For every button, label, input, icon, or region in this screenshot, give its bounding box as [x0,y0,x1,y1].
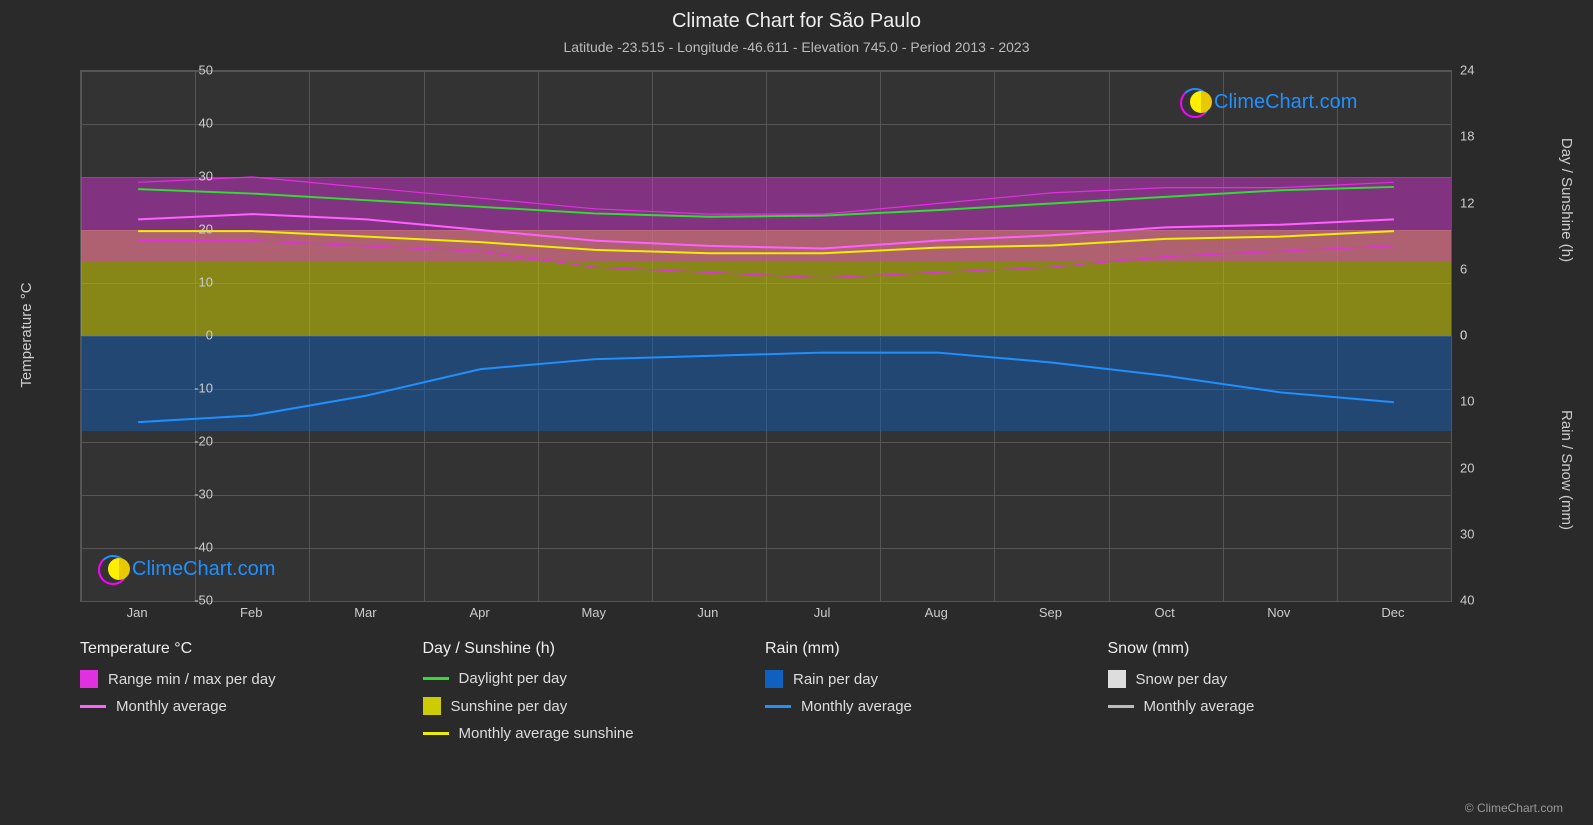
legend-item: Rain per day [765,670,1088,688]
grid-line-v [1451,71,1452,601]
x-tick-month: Mar [354,605,376,620]
watermark-top-right: ClimeChart.com [1180,88,1357,116]
chart-title: Climate Chart for São Paulo [0,0,1593,33]
y-tick-left: 50 [163,63,213,78]
legend: Temperature °C Range min / max per day Mon… [80,640,1450,752]
climechart-logo-icon [98,555,126,583]
x-tick-month: Dec [1381,605,1404,620]
legend-swatch-icon [1108,670,1126,688]
legend-label: Monthly average [801,698,912,715]
legend-label: Monthly average [1144,698,1255,715]
legend-item: Monthly average [80,698,403,715]
y-tick-left: -30 [163,487,213,502]
legend-column: Snow (mm) Snow per day Monthly average [1108,640,1451,752]
legend-item: Snow per day [1108,670,1431,688]
y-tick-right-top: 12 [1460,195,1500,210]
y-tick-right-bottom: 10 [1460,394,1500,409]
x-tick-month: Nov [1267,605,1290,620]
legend-heading: Rain (mm) [765,640,1088,658]
chart-subtitle: Latitude -23.515 - Longitude -46.611 - E… [0,33,1593,55]
y-tick-right-bottom: 20 [1460,460,1500,475]
y-tick-left: -40 [163,540,213,555]
watermark-bottom-left: ClimeChart.com [98,555,275,583]
y-tick-left: -50 [163,593,213,608]
legend-label: Monthly average sunshine [459,725,634,742]
legend-column: Temperature °C Range min / max per day Mon… [80,640,423,752]
y-tick-right-top: 6 [1460,261,1500,276]
legend-line-icon [1108,705,1134,708]
legend-swatch-icon [765,670,783,688]
legend-item: Daylight per day [423,670,746,687]
legend-item: Monthly average sunshine [423,725,746,742]
legend-line-icon [80,705,106,708]
y-tick-left: -10 [163,381,213,396]
climechart-logo-icon [1180,88,1208,116]
y-tick-left: 40 [163,116,213,131]
legend-swatch-icon [80,670,98,688]
legend-line-icon [423,677,449,680]
temp-range-band [81,177,1451,262]
x-tick-month: Sep [1039,605,1062,620]
y-axis-right-top-title: Day / Sunshine (h) [1558,138,1575,262]
legend-item: Range min / max per day [80,670,403,688]
grid-line-h [81,601,1451,602]
x-tick-month: Feb [240,605,262,620]
legend-line-icon [423,732,449,735]
copyright-text: © ClimeChart.com [1465,801,1563,815]
legend-heading: Day / Sunshine (h) [423,640,746,658]
legend-item: Monthly average [765,698,1088,715]
plot-area [80,70,1452,602]
y-axis-left-title: Temperature °C [18,282,35,387]
y-tick-left: 10 [163,275,213,290]
legend-column: Day / Sunshine (h) Daylight per day Sunshi… [423,640,766,752]
x-tick-month: May [581,605,606,620]
y-tick-left: -20 [163,434,213,449]
y-tick-left: 20 [163,222,213,237]
x-tick-month: Jan [127,605,148,620]
legend-column: Rain (mm) Rain per day Monthly average [765,640,1108,752]
y-axis-right-bottom-title: Rain / Snow (mm) [1558,410,1575,530]
legend-item: Monthly average [1108,698,1431,715]
legend-label: Range min / max per day [108,671,276,688]
x-tick-month: Oct [1154,605,1174,620]
rain-fill-band [81,336,1451,431]
y-tick-right-bottom: 40 [1460,593,1500,608]
y-tick-right-bottom: 30 [1460,526,1500,541]
y-tick-right-top: 24 [1460,63,1500,78]
watermark-text: ClimeChart.com [1214,91,1357,114]
legend-heading: Temperature °C [80,640,403,658]
x-tick-month: Aug [925,605,948,620]
legend-label: Rain per day [793,671,878,688]
y-tick-right-top: 18 [1460,129,1500,144]
x-tick-month: Apr [469,605,489,620]
legend-label: Daylight per day [459,670,567,687]
y-tick-left: 30 [163,169,213,184]
y-tick-left: 0 [163,328,213,343]
climate-chart-container: Climate Chart for São Paulo Latitude -23… [0,0,1593,825]
legend-line-icon [765,705,791,708]
legend-heading: Snow (mm) [1108,640,1431,658]
legend-item: Sunshine per day [423,697,746,715]
x-tick-month: Jul [814,605,831,620]
x-tick-month: Jun [697,605,718,620]
legend-swatch-icon [423,697,441,715]
legend-label: Snow per day [1136,671,1228,688]
watermark-text: ClimeChart.com [132,558,275,581]
y-tick-right-bottom: 0 [1460,328,1500,343]
legend-label: Sunshine per day [451,698,568,715]
legend-label: Monthly average [116,698,227,715]
